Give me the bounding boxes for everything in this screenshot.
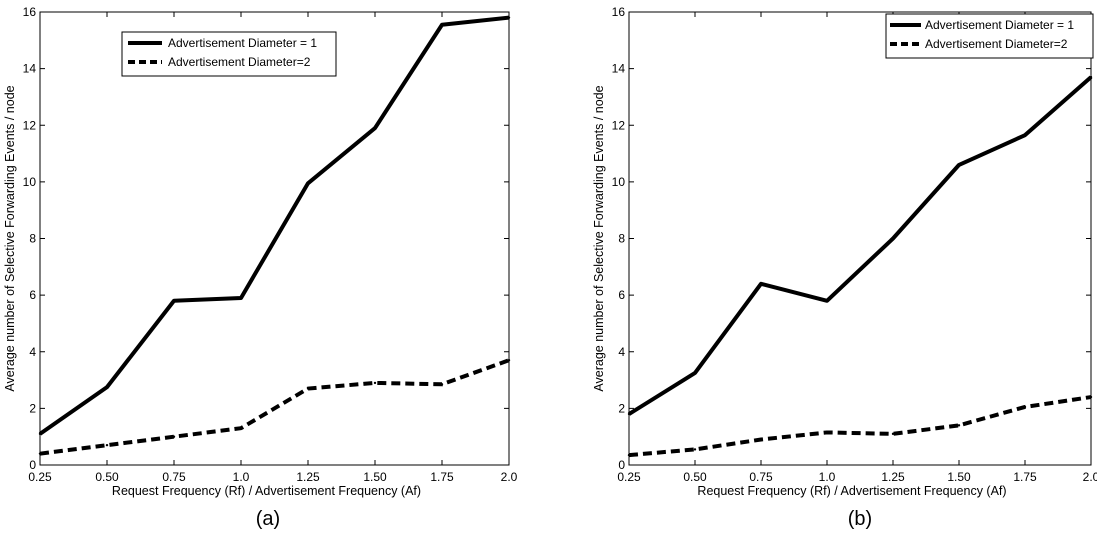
y-tick-label: 12: [612, 118, 626, 132]
series-line-2: [628, 395, 1092, 458]
data-point: [373, 381, 377, 385]
y-axis-title: Average number of Selective Forwarding E…: [592, 85, 606, 391]
data-point: [693, 371, 697, 375]
x-tick-label: 1.0: [233, 470, 250, 484]
x-tick-label: 0.50: [95, 470, 119, 484]
x-tick-label: 0.25: [617, 470, 641, 484]
data-point: [1089, 395, 1093, 399]
legend: Advertisement Diameter = 1 Advertisement …: [121, 31, 337, 77]
series-line-2: [39, 358, 510, 456]
data-point: [440, 23, 444, 26]
data-point: [440, 383, 444, 386]
y-tick-label: 0: [618, 458, 625, 472]
data-point: [693, 448, 697, 451]
x-tick-label: 2.0: [1083, 470, 1097, 484]
chart-panel-b: 0 2 4 6 8 10 12 14 16 0.25 0.50 0.75 1.0 1.25 1.50 1.75…: [592, 5, 1097, 530]
x-axis-title: Request Frequency (Rf) / Advertisement F…: [112, 484, 421, 498]
y-tick-label: 0: [29, 458, 36, 472]
panel-caption: (b): [848, 508, 872, 530]
data-point: [373, 126, 377, 130]
y-tick-label: 6: [29, 288, 36, 302]
series-line-1: [38, 15, 510, 436]
plot-frame: [628, 11, 1092, 466]
data-point: [891, 237, 895, 240]
data-point: [825, 431, 829, 434]
data-point: [627, 453, 631, 457]
legend-box: [121, 31, 337, 77]
data-point: [1023, 133, 1027, 137]
data-point: [627, 412, 631, 416]
y-tick-label: 16: [612, 5, 626, 19]
x-tick-label: 0.75: [749, 470, 773, 484]
data-point: [105, 385, 109, 389]
x-tick-label: 0.50: [683, 470, 707, 484]
y-tick-label: 10: [23, 175, 37, 189]
data-point: [239, 296, 243, 300]
y-tick-label: 8: [618, 232, 625, 246]
data-point: [891, 432, 895, 436]
x-tick-label: 1.50: [363, 470, 387, 484]
data-point: [507, 359, 511, 362]
y-tick-label: 12: [23, 118, 37, 132]
legend-label: Advertisement Diameter = 1: [168, 36, 317, 50]
x-tick-label: 0.75: [162, 470, 186, 484]
x-tick-label: 2.0: [501, 470, 518, 484]
y-tick-label: 2: [618, 401, 625, 415]
panel-caption: (a): [256, 508, 280, 530]
data-point: [306, 387, 310, 390]
x-tick-label: 1.75: [430, 470, 454, 484]
y-tick-label: 16: [23, 5, 37, 19]
y-tick-label: 2: [29, 401, 36, 415]
y-tick-label: 4: [29, 345, 36, 359]
data-point: [759, 438, 763, 441]
data-point: [172, 299, 176, 302]
legend-label: Advertisement Diameter = 1: [925, 18, 1074, 32]
y-tick-label: 8: [29, 232, 36, 246]
x-tick-label: 1.25: [296, 470, 320, 484]
data-point: [825, 299, 829, 302]
legend-box: [885, 13, 1094, 59]
data-point: [957, 163, 961, 167]
x-tick-label: 1.50: [947, 470, 971, 484]
data-point: [38, 452, 42, 455]
y-tick-label: 4: [618, 345, 625, 359]
x-tick-label: 1.25: [881, 470, 905, 484]
data-point: [172, 435, 176, 438]
x-tick-label: 1.75: [1013, 470, 1037, 484]
data-point: [1023, 405, 1027, 409]
data-point: [306, 182, 310, 185]
y-tick-label: 14: [23, 62, 37, 76]
y-tick-label: 14: [612, 62, 626, 76]
legend-label: Advertisement Diameter=2: [168, 55, 311, 69]
data-point: [38, 432, 42, 436]
series-line-1: [627, 75, 1093, 416]
data-point: [105, 443, 109, 447]
legend-label: Advertisement Diameter=2: [925, 37, 1068, 51]
x-tick-label: 1.0: [819, 470, 836, 484]
data-point: [507, 16, 511, 19]
data-point: [239, 426, 243, 430]
x-tick-label: 0.25: [28, 470, 52, 484]
y-axis-title: Average number of Selective Forwarding E…: [3, 85, 17, 391]
data-point: [759, 282, 763, 285]
chart-panel-a: 0 2 4 6 8 10 12 14 16 0.25 0.50 0.75 1.0 1.25 1.50 1.75…: [3, 5, 518, 530]
legend: Advertisement Diameter = 1 Advertisement …: [885, 13, 1094, 59]
x-axis-title: Request Frequency (Rf) / Advertisement F…: [697, 484, 1006, 498]
data-point: [957, 424, 961, 427]
data-point: [1089, 75, 1093, 79]
y-tick-label: 10: [612, 175, 626, 189]
y-tick-label: 6: [618, 288, 625, 302]
